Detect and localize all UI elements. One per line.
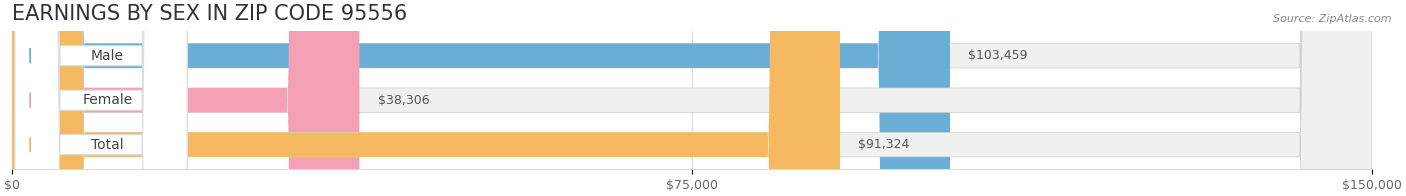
Text: Source: ZipAtlas.com: Source: ZipAtlas.com <box>1274 14 1392 24</box>
Text: Male: Male <box>91 49 124 63</box>
FancyBboxPatch shape <box>13 0 950 196</box>
FancyBboxPatch shape <box>13 0 360 196</box>
Text: $103,459: $103,459 <box>969 49 1028 62</box>
Text: $38,306: $38,306 <box>378 94 429 107</box>
FancyBboxPatch shape <box>13 0 1372 196</box>
FancyBboxPatch shape <box>15 0 187 196</box>
Text: $91,324: $91,324 <box>858 138 910 151</box>
FancyBboxPatch shape <box>15 0 187 196</box>
FancyBboxPatch shape <box>15 0 187 196</box>
FancyBboxPatch shape <box>13 0 1372 196</box>
FancyBboxPatch shape <box>13 0 1372 196</box>
Text: Total: Total <box>91 138 124 152</box>
Text: EARNINGS BY SEX IN ZIP CODE 95556: EARNINGS BY SEX IN ZIP CODE 95556 <box>13 4 408 24</box>
Text: Female: Female <box>82 93 132 107</box>
FancyBboxPatch shape <box>13 0 839 196</box>
